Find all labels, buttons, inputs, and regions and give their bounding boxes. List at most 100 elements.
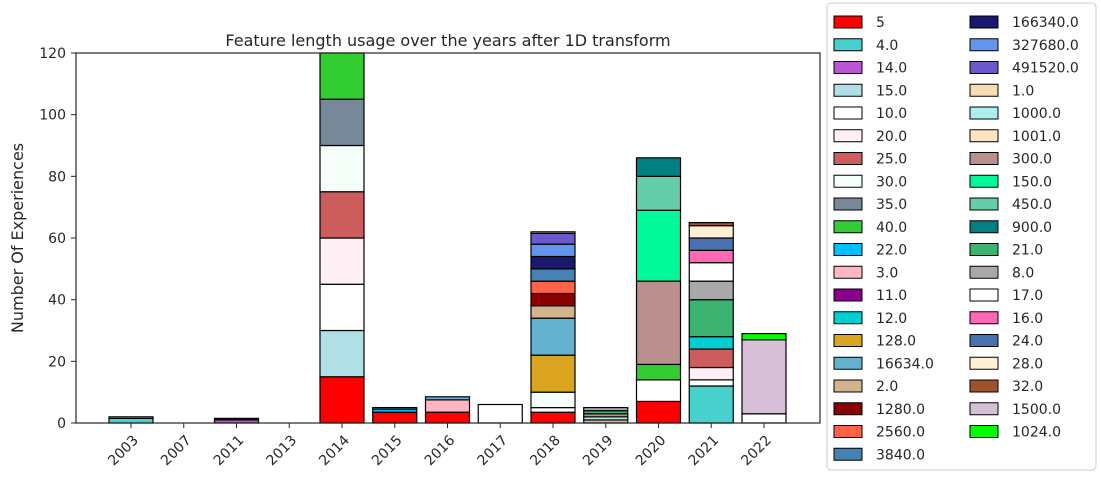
legend-label: 1000.0 bbox=[1012, 106, 1061, 122]
bar-segment bbox=[530, 231, 576, 234]
legend-label: 900.0 bbox=[1012, 220, 1052, 236]
legend-swatch bbox=[969, 174, 999, 188]
legend-label: 327680.0 bbox=[1012, 38, 1079, 54]
bar-segment bbox=[108, 417, 154, 424]
legend-label: 17.0 bbox=[1012, 288, 1043, 304]
bar-segment bbox=[635, 280, 682, 366]
legend-label: 3840.0 bbox=[876, 447, 925, 463]
legend-swatch bbox=[833, 356, 863, 370]
legend-label: 128.0 bbox=[876, 334, 916, 350]
legend-swatch bbox=[969, 243, 999, 256]
bar-segment bbox=[635, 363, 682, 381]
legend-swatch bbox=[969, 288, 999, 302]
legend-label: 300.0 bbox=[1012, 152, 1052, 168]
legend-swatch bbox=[833, 129, 863, 143]
bar-segment bbox=[635, 175, 682, 211]
legend-swatch bbox=[833, 379, 863, 393]
bar-segment bbox=[530, 305, 576, 319]
legend-swatch bbox=[833, 311, 863, 325]
y-tick-label: 40 bbox=[48, 293, 66, 309]
legend-label: 35.0 bbox=[876, 197, 907, 213]
legend-label: 3.0 bbox=[876, 265, 898, 281]
bar-segment bbox=[213, 417, 260, 421]
legend-swatch bbox=[833, 265, 863, 279]
bar-segment bbox=[319, 376, 365, 424]
bar-segment bbox=[530, 292, 576, 307]
bar-segment bbox=[530, 255, 576, 270]
legend-label: 450.0 bbox=[1012, 197, 1052, 213]
legend-label: 166340.0 bbox=[1012, 15, 1079, 31]
bar-segment bbox=[688, 249, 734, 264]
legend-swatch bbox=[969, 61, 999, 74]
bar-segment bbox=[688, 225, 734, 239]
legend-label: 22.0 bbox=[876, 243, 907, 259]
legend-swatch bbox=[833, 288, 863, 302]
bar-segment bbox=[741, 332, 787, 341]
bar-segment bbox=[319, 52, 365, 100]
legend-swatch bbox=[969, 129, 999, 143]
legend-swatch bbox=[969, 83, 999, 97]
legend-swatch bbox=[833, 15, 863, 29]
bar-segment bbox=[688, 262, 734, 282]
bar-segment bbox=[688, 336, 734, 350]
bar-segment bbox=[530, 280, 576, 295]
bar-segment bbox=[530, 268, 576, 282]
bar-segment bbox=[319, 98, 365, 147]
legend-swatch bbox=[833, 447, 863, 461]
legend-swatch bbox=[833, 106, 863, 120]
legend-label: 10.0 bbox=[876, 106, 907, 122]
legend-label: 1500.0 bbox=[1012, 402, 1061, 418]
legend-swatch bbox=[833, 38, 863, 52]
legend-label: 14.0 bbox=[876, 61, 907, 77]
legend-swatch bbox=[969, 425, 999, 438]
legend-label: 1280.0 bbox=[876, 402, 925, 418]
bar-segment bbox=[635, 157, 682, 177]
legend-label: 32.0 bbox=[1012, 379, 1043, 395]
y-tick-label: 20 bbox=[48, 354, 66, 370]
bar-segment bbox=[530, 354, 576, 393]
legend: 5 4.0 14.0 15.0 10.0 20.0 25.0 30.0 35.0 40.0 22.0… bbox=[826, 2, 1097, 471]
bar-segment bbox=[530, 317, 576, 356]
legend-label: 16.0 bbox=[1012, 311, 1043, 327]
legend-label: 1024.0 bbox=[1012, 425, 1061, 441]
bar-segment bbox=[530, 406, 576, 413]
legend-label: 12.0 bbox=[876, 311, 907, 327]
bar-segment bbox=[688, 379, 734, 387]
legend-label: 40.0 bbox=[876, 220, 907, 236]
bar-segment bbox=[319, 144, 365, 193]
legend-swatch bbox=[969, 356, 999, 370]
bar-segment bbox=[477, 403, 523, 424]
bar-segment bbox=[635, 400, 682, 424]
legend-swatch bbox=[833, 402, 863, 416]
y-tick-label: 100 bbox=[39, 108, 66, 124]
bar-segment bbox=[372, 406, 418, 410]
bar-segment bbox=[688, 348, 734, 369]
y-tick-label: 80 bbox=[48, 169, 66, 185]
legend-swatch bbox=[833, 83, 863, 97]
legend-swatch bbox=[969, 38, 999, 52]
legend-label: 2.0 bbox=[876, 379, 898, 395]
legend-swatch bbox=[969, 311, 999, 325]
bar-segment bbox=[424, 396, 471, 401]
bar-segment bbox=[688, 237, 734, 251]
legend-swatch bbox=[969, 197, 999, 211]
legend-swatch bbox=[969, 402, 999, 416]
legend-swatch bbox=[969, 379, 999, 393]
legend-swatch bbox=[833, 334, 863, 347]
bar-segment bbox=[688, 366, 734, 381]
legend-label: 21.0 bbox=[1012, 243, 1043, 259]
legend-label: 25.0 bbox=[876, 152, 907, 168]
y-tick-label: 120 bbox=[39, 46, 66, 62]
legend-swatch bbox=[833, 61, 863, 74]
bars-layer bbox=[108, 52, 787, 424]
legend-frame bbox=[826, 2, 1097, 471]
bar-segment bbox=[741, 339, 787, 415]
bar-segment bbox=[635, 379, 682, 403]
legend-swatch bbox=[969, 334, 999, 347]
legend-swatch bbox=[969, 15, 999, 29]
legend-label: 24.0 bbox=[1012, 334, 1043, 350]
legend-label: 20.0 bbox=[876, 129, 907, 145]
bar-segment bbox=[530, 232, 576, 245]
bar-segment bbox=[319, 283, 365, 332]
